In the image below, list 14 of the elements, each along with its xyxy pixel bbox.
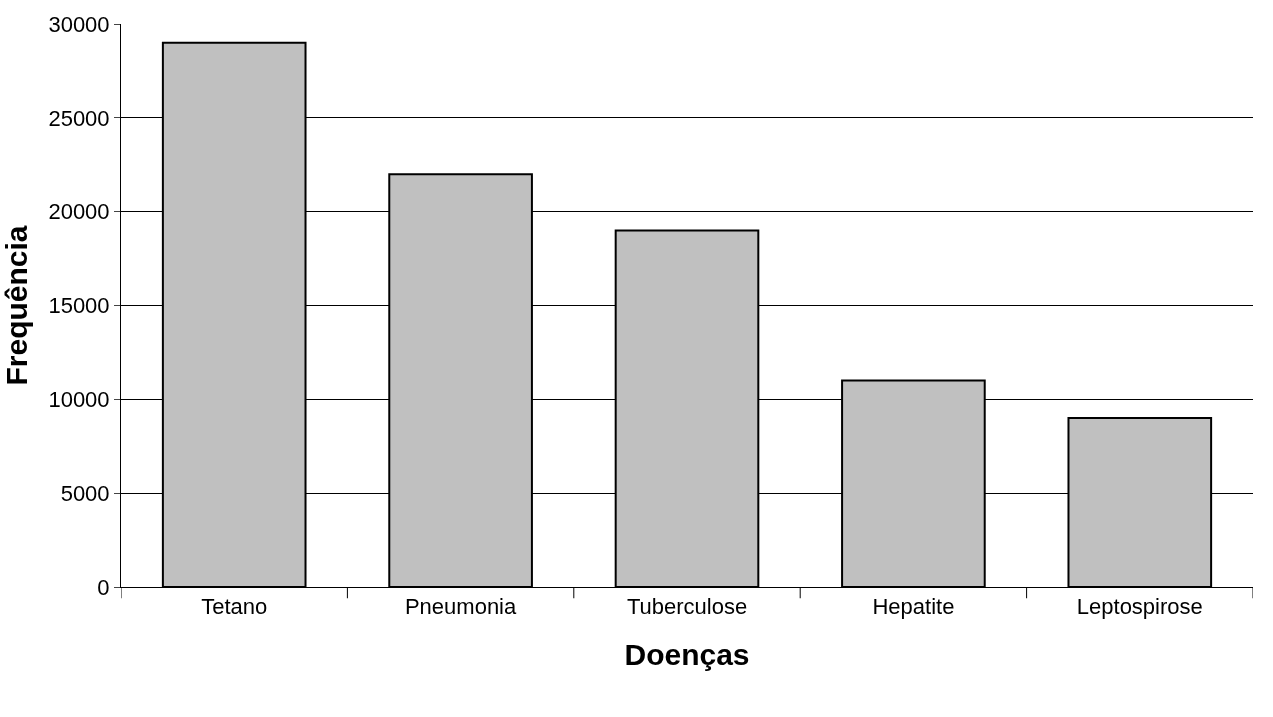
x-tick-label: Tetano [201, 594, 268, 620]
y-axis-title: Frequência [0, 225, 33, 386]
y-tick-label: 0 [97, 574, 110, 600]
y-tick-label: 5000 [60, 480, 110, 506]
x-tick-label: Tuberculose [626, 594, 748, 620]
x-axis-title: Doenças [624, 637, 750, 671]
y-tick-label: 15000 [48, 293, 110, 319]
y-tick-label: 25000 [48, 105, 110, 131]
x-tick-label: Pneumonia [404, 594, 518, 620]
y-tick-label: 20000 [48, 199, 110, 225]
y-tick-label: 10000 [48, 387, 110, 413]
y-tick-label: 30000 [48, 11, 110, 37]
x-tick-label: Leptospirose [1076, 594, 1203, 620]
x-tick-label: Hepatite [872, 594, 955, 620]
